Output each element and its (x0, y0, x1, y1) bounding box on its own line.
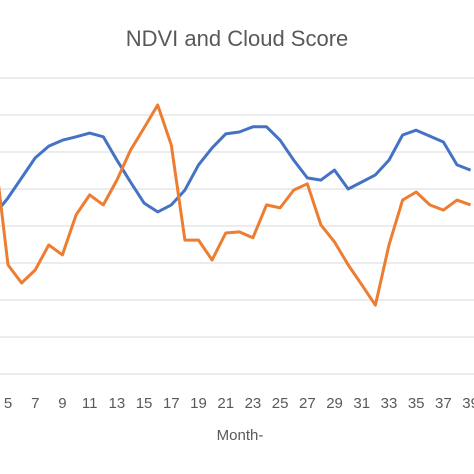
x-tick-label: 15 (136, 395, 153, 412)
x-tick-label: 25 (272, 395, 289, 412)
x-tick-label: 35 (408, 395, 425, 412)
x-tick-label: 21 (217, 395, 234, 412)
x-tick-label: 29 (326, 395, 343, 412)
x-tick-label: 5 (4, 395, 12, 412)
x-tick-label: 13 (109, 395, 126, 412)
x-tick-label: 37 (435, 395, 452, 412)
x-tick-label: 31 (353, 395, 370, 412)
x-tick-label: 19 (190, 395, 207, 412)
line-series (0, 103, 472, 307)
x-axis-label: Month- (217, 427, 264, 444)
x-tick-label: 17 (163, 395, 180, 412)
x-tick-label: 9 (58, 395, 66, 412)
chart-title: NDVI and Cloud Score (126, 26, 349, 51)
line-series (0, 125, 472, 214)
x-tick-label: 11 (82, 395, 98, 412)
x-tick-label: 27 (299, 395, 316, 412)
x-tick-label: 39 (462, 395, 474, 412)
x-tick-label: 33 (381, 395, 398, 412)
x-tick-label: 23 (245, 395, 262, 412)
x-tick-label: 7 (31, 395, 39, 412)
